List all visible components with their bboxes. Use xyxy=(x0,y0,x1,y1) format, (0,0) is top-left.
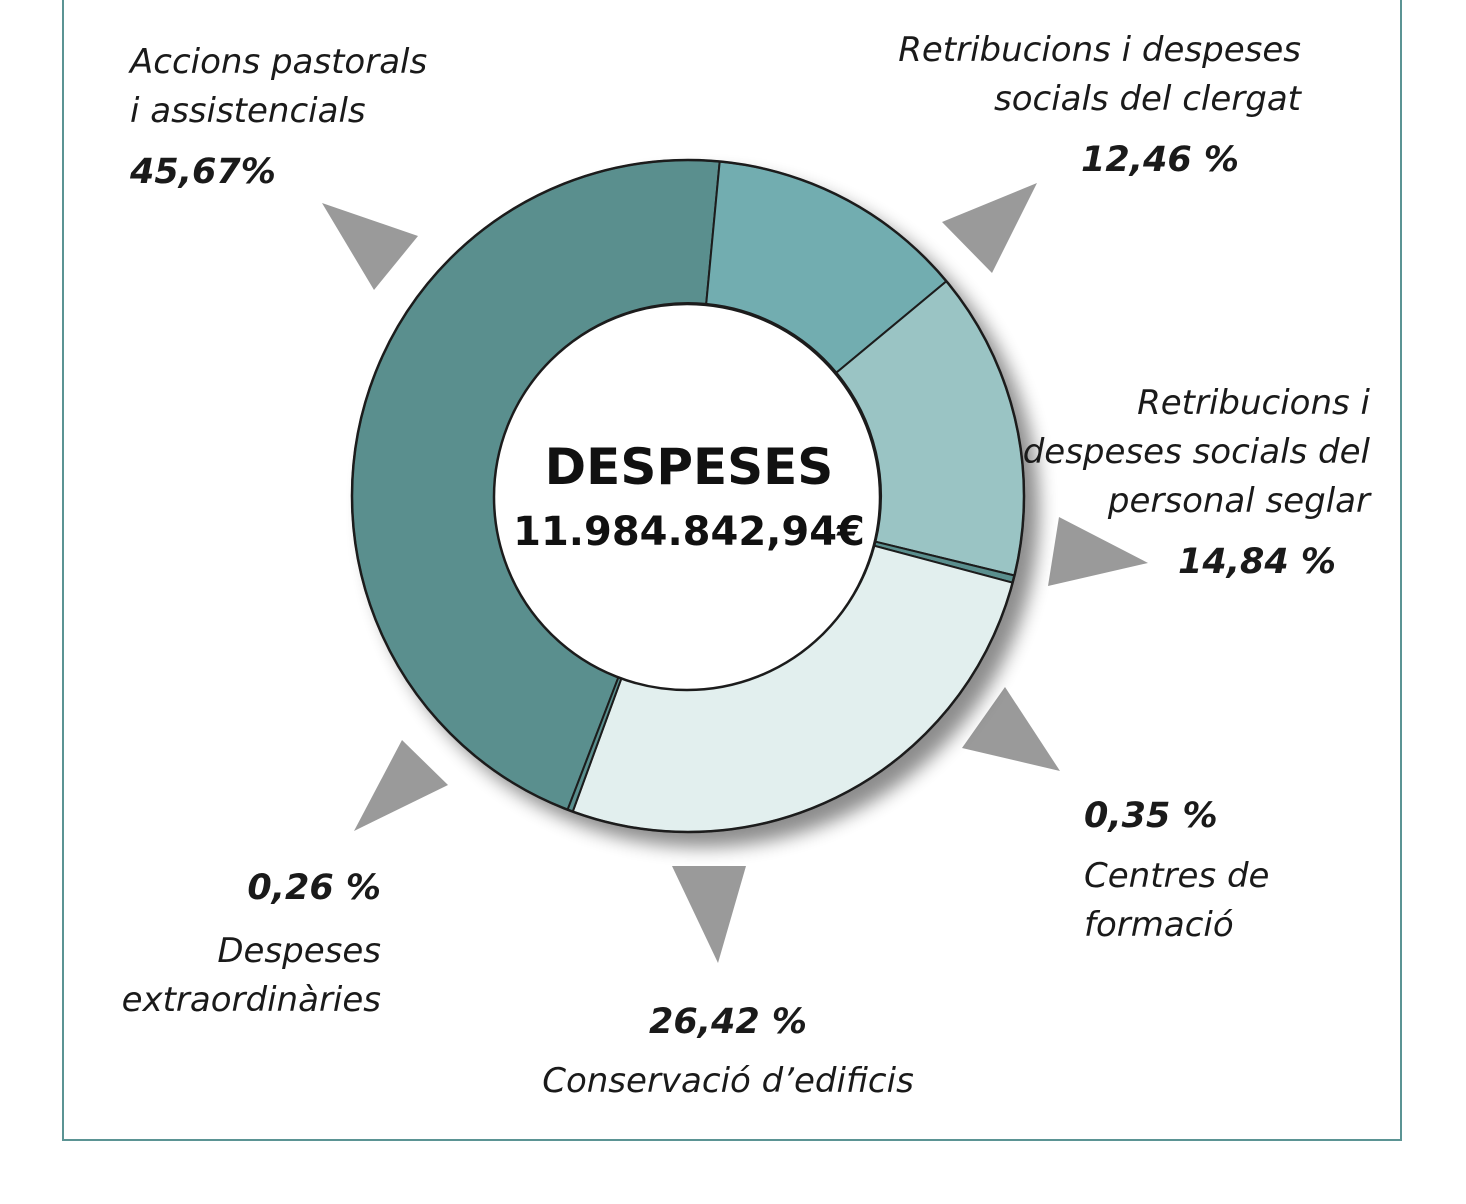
slice-label-clergat: Retribucions i despeses socials del cler… xyxy=(898,30,1302,180)
slice-label-personal-seglar: Retribucions i despeses socials del pers… xyxy=(1023,383,1372,582)
slice-name-line: Accions pastorals xyxy=(128,42,427,82)
slice-name-line: personal seglar xyxy=(1107,481,1372,521)
slice-name-line: i assistencials xyxy=(130,91,366,131)
center-title: DESPESES xyxy=(545,438,834,496)
donut-outline xyxy=(350,158,1026,834)
slice-label-centres-formacio: 0,35 % Centres de formació xyxy=(1084,796,1269,945)
slice-name-line: socials del clergat xyxy=(994,79,1303,119)
slice-name-line: Conservació d’edificis xyxy=(542,1061,914,1101)
slice-value-label: 14,84 % xyxy=(1178,542,1336,582)
pointer-arrow-seglar xyxy=(1048,517,1148,586)
pointer-arrow-edificis xyxy=(672,866,746,963)
slice-name-line: Retribucions i xyxy=(1137,383,1370,423)
donut-ring xyxy=(350,158,1026,834)
slice-name-line: despeses socials del xyxy=(1023,432,1371,472)
slice-name-line: Despeses xyxy=(217,931,381,971)
slice-value-label: 0,35 % xyxy=(1084,796,1218,836)
pointer-arrows xyxy=(322,183,1148,963)
center-total: 11.984.842,94€ xyxy=(513,509,865,555)
chart-frame xyxy=(62,0,1402,1141)
pointer-arrow-extraordinaries xyxy=(354,740,448,831)
slice-label-accions-pastorals: Accions pastorals i assistencials 45,67% xyxy=(128,42,427,192)
slice-name-line: extraordinàries xyxy=(122,980,381,1020)
donut-hole xyxy=(492,302,882,692)
slice-value-label: 0,26 % xyxy=(247,868,381,908)
slice-name-line: Centres de xyxy=(1084,856,1269,896)
slice-name-line: formació xyxy=(1084,905,1234,945)
pointer-arrow-formacio xyxy=(962,687,1060,771)
slice-name-line: Retribucions i despeses xyxy=(898,30,1301,70)
pointer-arrow-clergat xyxy=(942,183,1037,273)
slice-value-label: 12,46 % xyxy=(1081,140,1239,180)
pointer-arrow-accions xyxy=(322,203,418,290)
slice-value-label: 45,67% xyxy=(129,152,276,192)
slice-label-conservacio-edificis: 26,42 % Conservació d’edificis xyxy=(542,1002,914,1101)
slice-label-despeses-extraordinaries: 0,26 % Despeses extraordinàries xyxy=(122,868,381,1020)
slice-value-label: 26,42 % xyxy=(649,1002,807,1042)
